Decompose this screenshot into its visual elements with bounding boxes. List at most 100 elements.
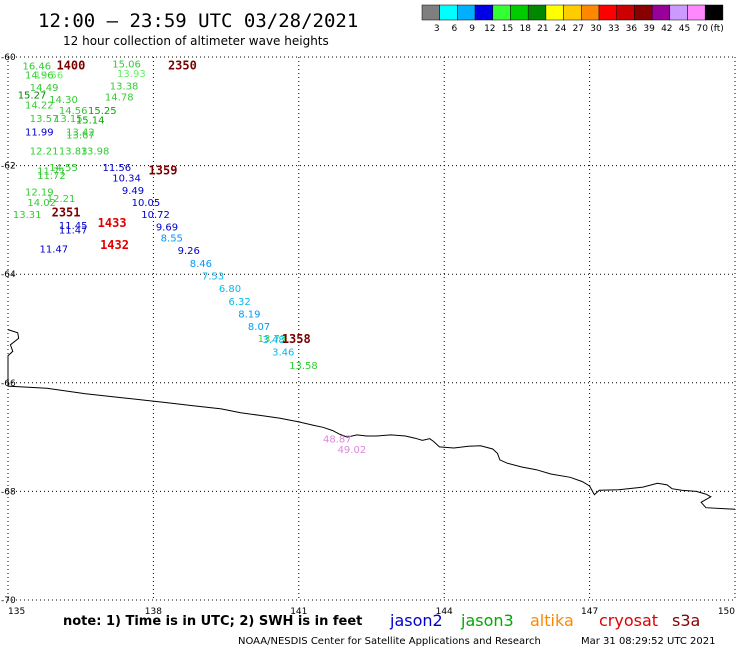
latitude-tick-label: -62 — [1, 162, 16, 172]
wave-height-label: 14.78 — [105, 92, 134, 103]
wave-height-label: 13.83 — [59, 147, 88, 158]
legend-swatch — [687, 4, 706, 21]
footer-note: note: 1) Time is in UTC; 2) SWH is in fe… — [63, 614, 362, 629]
legend-swatch — [616, 4, 635, 21]
axis-tick-labels: 135 138 141 144 147 150 -60 -62 -64 -66 -68 -70 — [1, 53, 735, 617]
legend-swatch — [421, 4, 440, 21]
legend-swatch — [563, 4, 582, 21]
legend-tick-label: 45 — [679, 24, 690, 34]
wave-height-label: 11.56 — [103, 163, 132, 174]
wave-height-label: 9.69 — [156, 223, 178, 234]
wave-height-label: 8.19 — [238, 309, 260, 320]
wave-height-label: 15.56 — [35, 71, 64, 82]
legend-swatch — [527, 4, 547, 21]
legend-swatch — [598, 4, 617, 21]
wave-height-label: 9.49 — [122, 186, 144, 197]
legend-tick-label: 36 — [626, 24, 638, 34]
latitude-tick-label: -70 — [1, 596, 16, 606]
legend-swatch — [704, 4, 724, 21]
legend-tick-label: 15 — [502, 24, 513, 34]
longitude-tick-label: 141 — [290, 607, 307, 617]
wave-height-label: 14.22 — [25, 100, 54, 111]
legend-swatch — [474, 4, 494, 21]
color-scale-legend: 3 6 9 12 15 18 21 24 27 30 33 36 39 42 45 70 (ft) — [421, 4, 724, 34]
wave-height-label: 11.45 — [59, 221, 88, 232]
legend-tick-label: 33 — [608, 24, 619, 34]
latitude-tick-label: -60 — [1, 53, 16, 63]
wave-height-label: 7.53 — [202, 271, 224, 282]
pass-time-label: 2351 — [52, 205, 81, 219]
pass-time-label: 1433 — [98, 216, 127, 230]
legend-swatch — [651, 4, 671, 21]
wave-height-label: 11.47 — [40, 244, 69, 255]
legend-swatch — [492, 4, 511, 21]
figure-title: 12:00 – 23:59 UTC 03/28/2021 — [38, 10, 358, 32]
legend-tick-label: 12 — [484, 24, 495, 34]
footer-timestamp: Mar 31 08:29:52 UTC 2021 — [581, 636, 716, 647]
wave-height-label: 13.42 — [66, 128, 95, 139]
legend-swatch — [439, 4, 458, 21]
wave-height-label: 15.06 — [112, 60, 141, 71]
lat-lon-grid — [7, 56, 736, 601]
legend-tick-label: 27 — [573, 24, 584, 34]
wave-height-label: 8.46 — [190, 259, 212, 270]
wave-height-label: 10.34 — [112, 174, 141, 185]
wave-height-label: 11.72 — [37, 171, 66, 182]
pass-time-label: 1358 — [282, 332, 311, 346]
legend-unit: (ft) — [710, 24, 724, 34]
legend-swatch — [510, 4, 529, 21]
wave-height-label: 3.48 — [262, 335, 284, 346]
legend-tick-label: 18 — [519, 24, 531, 34]
longitude-tick-label: 150 — [718, 607, 735, 617]
figure-subtitle: 12 hour collection of altimeter wave hei… — [63, 34, 329, 48]
wave-height-label: 9.26 — [178, 246, 200, 257]
wave-height-label: 6.80 — [219, 284, 241, 295]
latitude-tick-label: -66 — [1, 379, 16, 389]
longitude-tick-label: 138 — [145, 607, 162, 617]
wave-height-label: 14.49 — [30, 83, 59, 94]
legend-tick-label: 39 — [643, 24, 655, 34]
wave-height-label: 14.96 — [25, 71, 54, 82]
longitude-tick-label: 135 — [8, 607, 25, 617]
latitude-tick-label: -64 — [1, 270, 16, 280]
satellite-name: jason2 — [389, 611, 443, 630]
antarctic-coastline — [7, 329, 736, 510]
wave-height-label: 13.73 — [258, 334, 287, 345]
latitude-tick-label: -68 — [1, 487, 16, 497]
pass-time-labels: 1400 2350 1359 2351 1433 1432 1358 — [52, 59, 311, 346]
footer-credit: NOAA/NESDIS Center for Satellite Applica… — [238, 636, 541, 647]
wave-height-label: 12.19 — [25, 187, 54, 198]
legend-swatch — [545, 4, 564, 21]
satellite-name: s3a — [672, 611, 700, 630]
wave-height-label: 15.27 — [18, 91, 47, 102]
wave-height-label: 12.21 — [47, 194, 76, 205]
wave-height-label: 13.93 — [117, 69, 146, 80]
legend-tick-label: 70 — [696, 24, 708, 34]
legend-tick-label: 6 — [452, 24, 458, 34]
pass-time-label: 1432 — [100, 238, 129, 252]
wave-height-label: 8.07 — [248, 322, 270, 333]
wave-height-label: 13.58 — [289, 361, 318, 372]
wave-height-label: 49.02 — [338, 445, 367, 456]
wave-height-label: 11.99 — [25, 128, 54, 139]
wave-height-label: 14.55 — [49, 163, 78, 174]
legend-tick-label: 3 — [434, 24, 440, 34]
wave-height-label: 15.25 — [88, 106, 117, 117]
longitude-tick-label: 147 — [581, 607, 598, 617]
satellite-name: cryosat — [599, 611, 658, 630]
longitude-tick-label: 144 — [436, 607, 453, 617]
wave-height-label: 11.71 — [37, 167, 66, 178]
satellite-name: altika — [530, 611, 574, 630]
pass-time-label: 1359 — [149, 164, 178, 178]
legend-tick-label: 9 — [469, 24, 475, 34]
legend-swatch — [581, 4, 600, 21]
legend-tick-label: 30 — [590, 24, 602, 34]
legend-tick-label: 24 — [555, 24, 567, 34]
wave-height-label: 10.72 — [141, 210, 170, 221]
wave-height-label: 8.55 — [161, 233, 183, 244]
wave-height-label: 14.56 — [59, 106, 88, 117]
wave-height-label: 13.31 — [13, 210, 42, 221]
wave-height-label: 12.21 — [30, 147, 59, 158]
pass-time-label: 2350 — [168, 59, 197, 73]
